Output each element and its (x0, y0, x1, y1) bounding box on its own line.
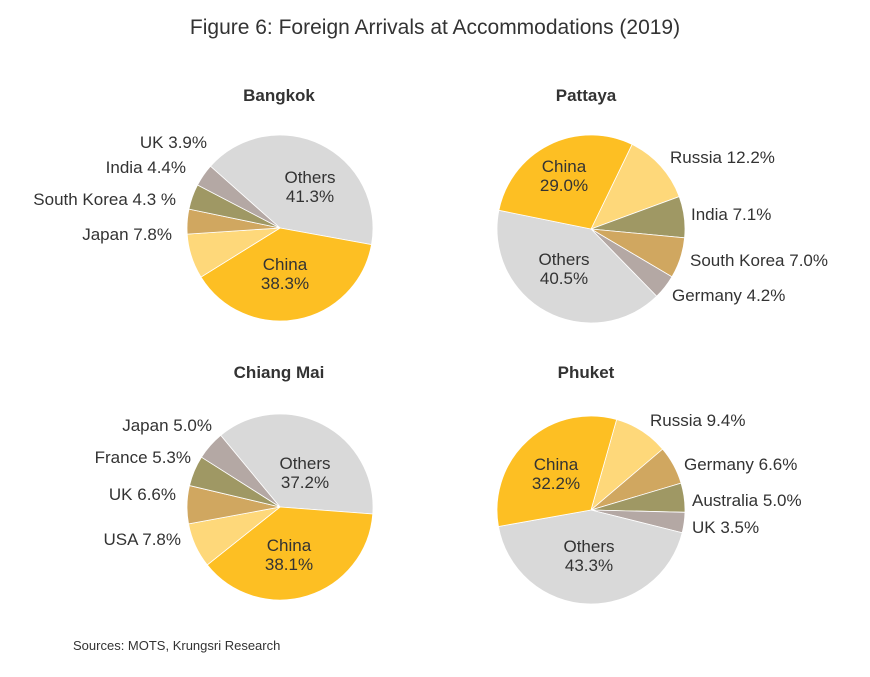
data-label-china: China 38.1% (265, 536, 313, 574)
pie-slice-others (220, 413, 374, 515)
figure-title: Figure 6: Foreign Arrivals at Accommodat… (189, 16, 681, 39)
data-label-china: China 32.2% (532, 455, 580, 493)
pie-slice-uk (197, 165, 281, 229)
data-label-india: India 7.1% (691, 205, 771, 224)
data-label-uk: UK 6.6% (109, 485, 176, 504)
data-label-others: Others 41.3% (284, 168, 335, 206)
data-label-australia: Australia 5.0% (692, 491, 802, 510)
data-label-japan: Japan 5.0% (122, 416, 212, 435)
pie-bangkok: Bangkok Others 41.3% China 38.3% Japan 7.8% So… (33, 86, 374, 322)
pie-slice-others (497, 509, 683, 605)
data-label-japan: Japan 7.8% (82, 225, 172, 244)
pie-title: Pattaya (556, 86, 617, 105)
data-label-uk: UK 3.9% (140, 133, 207, 152)
pie-slice-others (209, 134, 374, 246)
pie-slice-china (496, 415, 618, 527)
pie-slice-china (200, 227, 372, 322)
data-label-uk: UK 3.5% (692, 518, 759, 537)
data-label-south-korea: South Korea 7.0% (690, 251, 828, 270)
pie-slice-russia (590, 143, 680, 230)
data-label-germany: Germany 4.2% (672, 286, 785, 305)
data-label-others: Others 43.3% (563, 537, 614, 575)
pie-chiang-mai: Chiang Mai Others 37.2% China 38.1% USA 7.8% U… (95, 363, 374, 601)
pie-title: Bangkok (243, 86, 315, 105)
source-note: Sources: MOTS, Krungsri Research (73, 638, 281, 653)
data-label-others: Others 40.5% (538, 250, 589, 288)
data-label-south-korea: South Korea 4.3 % (33, 190, 176, 209)
pie-slice-china (498, 134, 633, 230)
data-label-russia: Russia 9.4% (650, 411, 745, 430)
pie-phuket: Phuket Russia 9.4% Germany 6.6% Australia 5… (496, 363, 802, 605)
pie-title: Phuket (558, 363, 615, 382)
data-label-france: France 5.3% (95, 448, 191, 467)
data-label-usa: USA 7.8% (104, 530, 182, 549)
data-label-china: China 38.3% (261, 255, 309, 293)
pie-title: Chiang Mai (234, 363, 325, 382)
pie-slice-others (496, 209, 658, 324)
data-label-china: China 29.0% (540, 157, 588, 195)
data-label-others: Others 37.2% (279, 454, 330, 492)
data-label-germany: Germany 6.6% (684, 455, 797, 474)
data-label-india: India 4.4% (106, 158, 186, 177)
pie-pattaya: Pattaya Russia 12.2% India 7.1% South Korea… (496, 86, 828, 324)
pie-slice-china (206, 506, 374, 601)
data-label-russia: Russia 12.2% (670, 148, 775, 167)
pie-slice-japan (200, 434, 281, 508)
